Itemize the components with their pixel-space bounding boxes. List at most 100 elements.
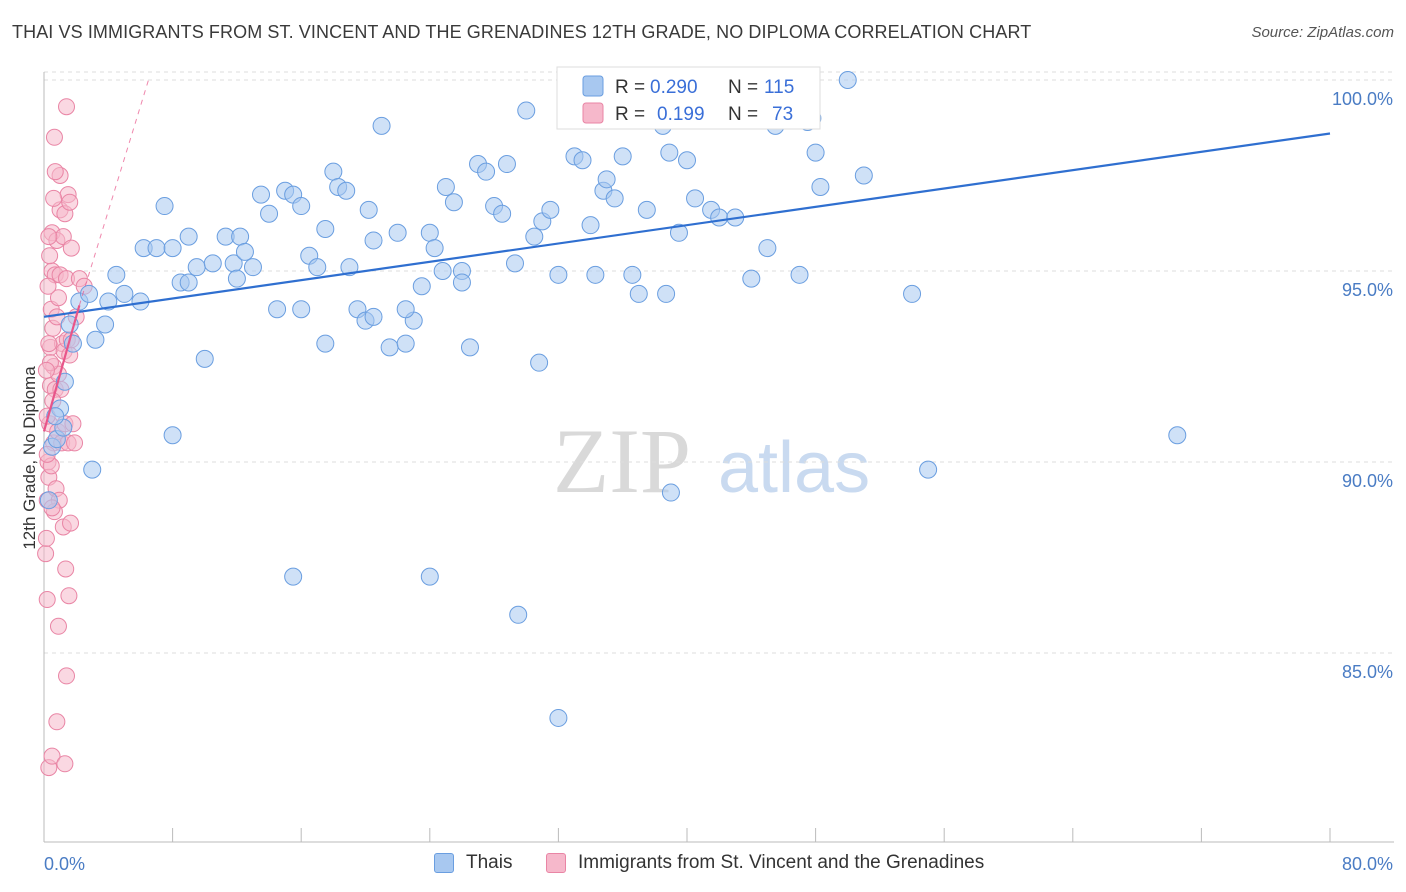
blue-point: [63, 334, 82, 353]
blue-point: [324, 162, 343, 181]
blue-point: [83, 460, 102, 479]
legend-swatch-immigrants: [546, 853, 566, 873]
blue-point: [686, 189, 705, 208]
legend-swatch-thais: [434, 853, 454, 873]
blue-point: [179, 273, 198, 292]
pink-point: [62, 514, 80, 532]
legend-r-value-1: 0.290: [650, 77, 698, 98]
trend-lines: [42, 79, 1331, 432]
chart-title: THAI VS IMMIGRANTS FROM ST. VINCENT AND …: [12, 22, 1032, 42]
pink-point: [46, 163, 64, 181]
x-tick-label-end: 80.0%: [1342, 854, 1393, 874]
blue-point: [525, 227, 544, 246]
blue-point: [433, 262, 452, 280]
legend-swatch-pink: [582, 102, 604, 124]
blue-point: [107, 265, 126, 284]
blue-series-points: [39, 71, 1187, 727]
blue-point: [436, 177, 455, 196]
source-label: Source: ZipAtlas.com: [1251, 24, 1394, 41]
blue-point: [260, 204, 279, 223]
blue-point: [854, 166, 873, 185]
legend-item-immigrants: Immigrants from St. Vincent and the Gren…: [546, 852, 984, 874]
blue-point: [597, 170, 616, 189]
blue-point: [86, 330, 105, 349]
blue-point: [623, 265, 642, 284]
grid: [44, 71, 1394, 654]
blue-point: [284, 567, 303, 586]
blue-point: [39, 491, 58, 510]
blue-point: [509, 605, 528, 624]
blue-point: [425, 239, 444, 258]
blue-point: [1168, 426, 1187, 445]
blue-point: [613, 147, 632, 166]
blue-point: [80, 284, 99, 303]
pink-point: [62, 239, 80, 257]
legend-label-thais: Thais: [466, 852, 513, 873]
blue-point: [452, 273, 471, 292]
blue-point: [396, 334, 415, 353]
blue-point: [477, 162, 496, 181]
blue-point: [268, 300, 287, 319]
blue-point: [308, 258, 327, 277]
blue-point: [155, 197, 174, 216]
blue-point: [340, 258, 359, 277]
pink-point: [40, 335, 58, 353]
blue-point: [359, 200, 378, 219]
blue-point: [364, 307, 383, 326]
pink-point: [49, 289, 67, 307]
y-tick-label: 95.0%: [1342, 280, 1393, 300]
blue-point: [581, 216, 600, 235]
blue-point: [235, 242, 254, 261]
blue-point: [420, 223, 439, 242]
blue-point: [790, 265, 809, 284]
pink-point: [45, 128, 63, 146]
blue-point: [46, 407, 65, 426]
blue-point: [811, 177, 830, 196]
blue-point: [637, 200, 656, 219]
series-legend: Thais Immigrants from St. Vincent and th…: [0, 852, 1406, 878]
blue-point: [919, 460, 938, 479]
blue-point: [505, 254, 524, 273]
blue-point: [605, 189, 624, 208]
blue-point: [586, 265, 605, 284]
blue-point: [678, 151, 696, 170]
tick-labels: 85.0% 90.0% 95.0% 100.0% 0.0% 80.0%: [44, 89, 1393, 874]
stats-legend: R = 0.290 N = 115 R = 0.199 N = 73: [556, 66, 821, 130]
blue-point: [163, 426, 182, 445]
blue-point: [147, 239, 166, 258]
pink-point: [66, 434, 84, 452]
blue-trend-line: [43, 132, 1331, 318]
blue-point: [838, 71, 857, 89]
blue-point: [710, 208, 729, 227]
y-tick-label: 90.0%: [1342, 471, 1393, 491]
blue-point: [99, 292, 118, 311]
legend-r-label-2: R =: [615, 104, 645, 125]
blue-point: [549, 265, 568, 284]
legend-n-value-1: 115: [764, 77, 794, 98]
blue-point: [187, 258, 206, 277]
blue-point: [372, 116, 391, 135]
blue-point: [444, 193, 463, 212]
pink-point: [61, 193, 79, 211]
blue-point: [549, 708, 568, 727]
blue-point: [493, 204, 512, 223]
blue-point: [163, 239, 182, 258]
blue-point: [573, 151, 592, 170]
blue-point: [420, 567, 439, 586]
legend-swatch-blue: [582, 75, 604, 97]
blue-point: [337, 181, 356, 200]
blue-point: [55, 372, 74, 391]
blue-point: [227, 269, 246, 288]
pink-point: [37, 361, 55, 379]
pink-trend-line: [42, 305, 81, 432]
blue-point: [292, 197, 311, 216]
blue-point: [243, 258, 262, 277]
blue-point: [96, 315, 115, 334]
legend-n-label-1: N =: [728, 77, 758, 98]
blue-point: [364, 231, 383, 250]
blue-point: [115, 284, 134, 303]
pink-point: [45, 189, 63, 207]
y-tick-label: 100.0%: [1332, 89, 1393, 109]
legend-n-value-2: 73: [772, 104, 793, 125]
